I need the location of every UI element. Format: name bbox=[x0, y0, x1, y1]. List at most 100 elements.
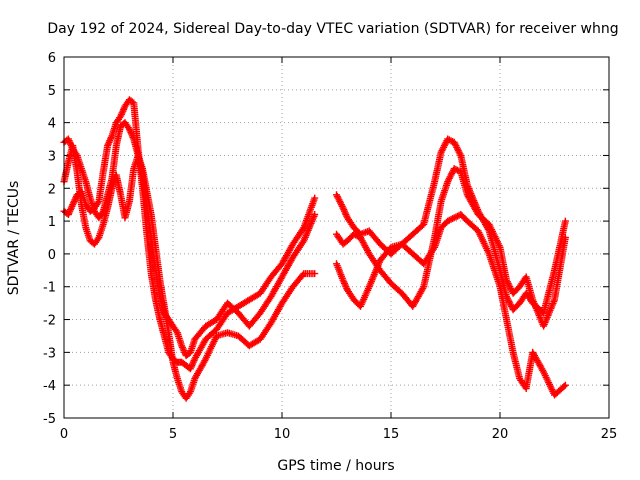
data-point bbox=[553, 393, 556, 397]
data-point bbox=[453, 141, 456, 144]
plus-markers bbox=[60, 119, 319, 402]
data-point bbox=[163, 311, 166, 315]
y-tick-label: 3 bbox=[48, 149, 56, 164]
data-point bbox=[123, 105, 127, 108]
data-point bbox=[132, 101, 135, 105]
data-point bbox=[542, 311, 545, 315]
data-point bbox=[75, 170, 79, 174]
data-point bbox=[269, 295, 273, 298]
data-point bbox=[248, 324, 251, 328]
data-point bbox=[128, 98, 131, 101]
data-point bbox=[359, 236, 362, 239]
data-point bbox=[313, 196, 316, 200]
data-point bbox=[132, 137, 135, 141]
data-point bbox=[71, 144, 74, 147]
data-point bbox=[446, 180, 449, 183]
data-point bbox=[352, 298, 356, 302]
data-point bbox=[180, 344, 183, 347]
data-point bbox=[71, 203, 74, 206]
series-c bbox=[60, 142, 319, 360]
data-point bbox=[352, 233, 356, 236]
data-point bbox=[422, 223, 425, 226]
series-b bbox=[60, 119, 319, 402]
data-point bbox=[269, 275, 273, 279]
data-point bbox=[341, 278, 345, 282]
data-point bbox=[359, 305, 362, 308]
data-point bbox=[193, 357, 196, 361]
data-point bbox=[280, 301, 284, 305]
data-point bbox=[204, 324, 207, 328]
data-point bbox=[248, 344, 251, 347]
y-axis-label: SDTVAR / TECUs bbox=[6, 181, 22, 296]
y-tick-label: 1 bbox=[48, 215, 56, 230]
plot-frame bbox=[63, 56, 610, 419]
data-point bbox=[184, 354, 188, 357]
data-point bbox=[335, 262, 338, 265]
data-point bbox=[352, 226, 356, 229]
data-point bbox=[150, 272, 153, 275]
data-points bbox=[60, 96, 569, 402]
data-point bbox=[97, 236, 101, 239]
data-point bbox=[80, 203, 83, 206]
data-point bbox=[215, 318, 218, 321]
data-point bbox=[226, 311, 229, 315]
data-point bbox=[453, 216, 456, 220]
data-point bbox=[248, 298, 251, 302]
plus-markers bbox=[333, 165, 569, 330]
data-point bbox=[97, 200, 101, 203]
data-point bbox=[119, 114, 122, 118]
data-point bbox=[459, 154, 462, 157]
data-point bbox=[453, 167, 456, 170]
data-point bbox=[511, 308, 515, 311]
data-point bbox=[302, 226, 305, 229]
data-point bbox=[193, 377, 196, 380]
plus-markers bbox=[60, 142, 319, 360]
data-point bbox=[163, 334, 166, 338]
data-point bbox=[498, 246, 502, 249]
data-point bbox=[477, 213, 480, 216]
data-point bbox=[411, 233, 414, 236]
data-point bbox=[193, 338, 196, 341]
y-tick-label: 0 bbox=[48, 248, 56, 263]
x-axis-label: GPS time / hours bbox=[277, 458, 394, 474]
data-point bbox=[180, 390, 183, 393]
data-point bbox=[102, 170, 105, 174]
data-point bbox=[422, 285, 425, 288]
data-point bbox=[518, 285, 521, 288]
data-point bbox=[553, 269, 556, 272]
data-point bbox=[80, 167, 83, 170]
data-point bbox=[158, 318, 162, 321]
data-point bbox=[93, 242, 96, 246]
y-tick-label: -5 bbox=[43, 412, 56, 427]
data-point bbox=[291, 255, 295, 259]
data-point bbox=[102, 223, 105, 226]
x-tick-label: 10 bbox=[274, 427, 291, 442]
data-point bbox=[411, 305, 414, 308]
data-point bbox=[88, 239, 92, 242]
y-tick-label: 2 bbox=[48, 182, 56, 197]
data-point bbox=[302, 239, 305, 242]
data-point bbox=[433, 180, 436, 183]
data-point bbox=[115, 144, 118, 147]
data-point bbox=[505, 295, 508, 298]
data-point bbox=[466, 219, 469, 223]
data-point bbox=[176, 361, 179, 364]
data-point bbox=[505, 318, 508, 321]
y-tick-label: -3 bbox=[43, 346, 56, 361]
x-tick-label: 5 bbox=[169, 427, 177, 442]
data-point bbox=[67, 213, 70, 216]
data-point bbox=[84, 180, 88, 183]
data-point bbox=[422, 262, 425, 265]
data-point bbox=[378, 242, 382, 246]
grid-lines bbox=[64, 57, 609, 418]
data-point bbox=[280, 262, 284, 265]
data-point bbox=[341, 206, 345, 210]
data-point bbox=[115, 121, 118, 124]
x-tick-label: 25 bbox=[601, 427, 618, 442]
data-point bbox=[542, 324, 545, 328]
x-tick-label: 0 bbox=[60, 427, 68, 442]
data-point bbox=[136, 154, 140, 157]
data-point bbox=[498, 285, 502, 288]
data-point bbox=[226, 301, 229, 305]
y-tick-label: -1 bbox=[43, 281, 56, 296]
